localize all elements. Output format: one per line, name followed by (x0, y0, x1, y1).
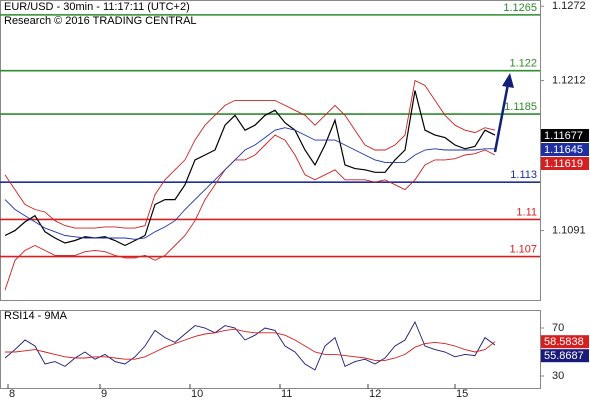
y-tick-label: 30 (552, 370, 564, 382)
last-value-label: 58.5838 (544, 336, 584, 348)
last-value-box (541, 142, 589, 156)
last-value-box (541, 349, 589, 363)
last-value-label: 1.11645 (544, 144, 583, 156)
level-label: 1.122 (509, 58, 537, 70)
last-value-label: 55.8687 (544, 350, 584, 362)
level-label: 1.1265 (503, 2, 537, 14)
level-label: 1.11 (516, 206, 537, 218)
level-label: 1.113 (510, 169, 537, 181)
x-tick-label: 8 (9, 388, 15, 400)
level-label: 1.1185 (504, 101, 537, 113)
rsi-frame (0, 310, 541, 389)
y-tick-label: 1.1272 (552, 0, 586, 12)
series-line (4, 320, 496, 371)
last-value-box (541, 335, 589, 349)
x-tick-label: 10 (191, 388, 203, 400)
chart-subtitle: Research © 2016 TRADING CENTRAL (4, 15, 197, 27)
last-value-box (541, 156, 589, 170)
series-line (5, 328, 496, 361)
y-tick-label: 1.1212 (552, 74, 586, 86)
x-tick-label: 12 (369, 388, 381, 400)
main-frame (0, 0, 541, 301)
forecast-arrowhead (502, 73, 514, 88)
x-tick-label: 9 (101, 388, 107, 400)
last-value-box (541, 128, 589, 142)
series-line (4, 79, 496, 229)
x-tick-label: 15 (456, 388, 468, 400)
chart-title: EUR/USD - 30min - 11:17:11 (UTC+2) (4, 1, 190, 13)
last-value-label: 1.11677 (544, 130, 583, 142)
y-tick-label: 1.1091 (552, 224, 586, 236)
series-line (4, 90, 496, 247)
series-line (4, 127, 495, 240)
x-tick-label: 11 (281, 388, 292, 400)
series-line (4, 134, 496, 291)
rsi-title: RSI14 - 9MA (4, 310, 68, 322)
y-tick-label: 70 (552, 322, 564, 334)
level-label: 1.107 (509, 244, 537, 256)
last-value-label: 1.11619 (544, 158, 583, 170)
forecast-arrow (493, 83, 510, 153)
